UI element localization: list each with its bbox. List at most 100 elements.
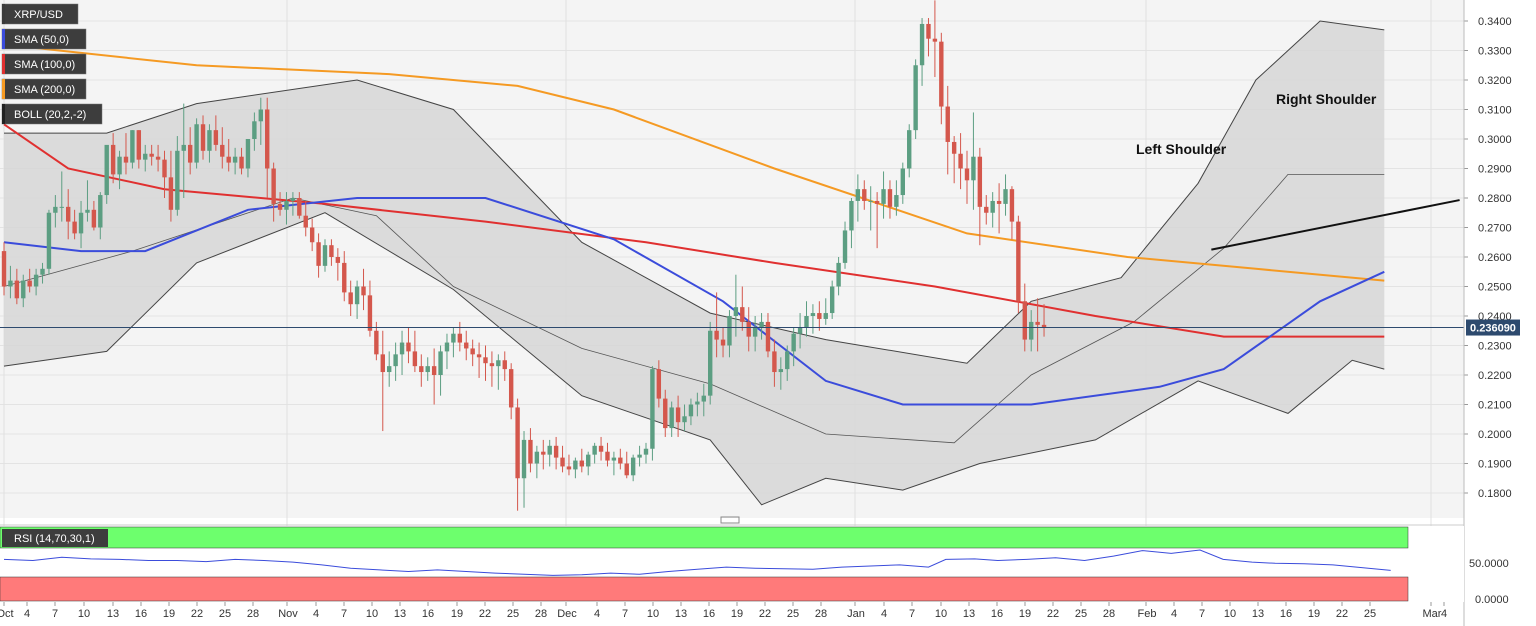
bollinger-middle-line [3, 173, 1385, 444]
candle-body [265, 109, 270, 169]
candle-body [624, 463, 629, 476]
bollinger-upper-line [4, 20, 1385, 364]
candle-body [977, 156, 983, 207]
date-tick-label: 16 [422, 608, 434, 620]
date-tick-label: 16 [1280, 608, 1292, 620]
date-tick-label: Nov [278, 608, 298, 620]
candle-body [919, 23, 925, 66]
price-tick-label: 0.1900 [1478, 459, 1512, 471]
candle-body [72, 221, 77, 234]
candle-body [40, 268, 45, 275]
candle-body [534, 451, 540, 464]
candle-body [598, 445, 604, 452]
candle-body [675, 407, 681, 423]
candle-body [425, 366, 430, 373]
date-tick-label: 22 [191, 608, 203, 620]
current-price-tag [1466, 319, 1520, 336]
candle-body [303, 215, 308, 228]
candle-body [714, 330, 719, 340]
candle-body [656, 369, 662, 399]
date-tick-label: 7 [1199, 608, 1205, 620]
candle-body [175, 150, 180, 210]
date-tick-label: 4 [881, 608, 887, 620]
candle-body [996, 200, 1002, 204]
candle-body [765, 321, 771, 352]
candle-body [284, 200, 289, 210]
price-tick-label: 0.1800 [1478, 488, 1512, 500]
candle-body [489, 363, 495, 367]
candle-body [907, 130, 912, 169]
rsi-oversold-zone [0, 576, 1409, 602]
legend[interactable]: XRP/USD SMA (50,0) SMA (100,0) SMA (200,0) B… [1, 3, 103, 125]
candle-body [258, 109, 263, 122]
candle-body [335, 257, 341, 263]
candle-body [277, 203, 283, 210]
price-tick-label: 0.2100 [1478, 400, 1512, 412]
candle-body [245, 139, 251, 169]
legend-color-swatch [2, 4, 5, 24]
candle-body [91, 209, 97, 228]
candle-body [297, 198, 302, 216]
date-tick-label: 28 [535, 608, 547, 620]
date-tick-label: 28 [815, 608, 827, 620]
candle-body [682, 416, 687, 423]
date-tick-label: 4 [1171, 608, 1177, 620]
date-tick-label: 10 [1224, 608, 1236, 620]
candle-body [842, 230, 848, 263]
date-tick-label: 4 [594, 608, 600, 620]
price-axis: 0.3400 0.3300 0.3200 0.3100 0.3000 0.2900 0.28… [1463, 0, 1520, 626]
candle-body [521, 439, 527, 479]
price-tick-label: 0.2500 [1478, 282, 1512, 294]
candle-body [53, 206, 58, 213]
candle-body [759, 321, 764, 328]
price-tick-label: 0.2900 [1478, 164, 1512, 176]
candle-body [21, 280, 26, 299]
candle-body [207, 130, 212, 151]
candle-body [470, 348, 475, 355]
candle-body [669, 407, 674, 429]
candle-body [329, 245, 334, 257]
panel-splitter-handle[interactable] [720, 516, 740, 524]
candle-body [1029, 321, 1034, 340]
rsi-tick-label: 0.0000 [1475, 594, 1509, 606]
date-tick-label: 19 [1019, 608, 1031, 620]
candle-body [1003, 189, 1008, 204]
date-tick-label: 22 [759, 608, 771, 620]
price-tick-label: 0.2300 [1478, 341, 1512, 353]
candle-body [181, 144, 186, 151]
candle-body [932, 38, 938, 42]
candle-body [945, 106, 950, 142]
candle-body [541, 451, 546, 455]
date-tick-label: 19 [731, 608, 743, 620]
date-axis: Oct 4 7 10 13 16 19 22 25 28 Nov 4 7 10 13 16 19 22 25 28 De… [0, 602, 1447, 620]
candle-body [252, 121, 257, 139]
candle-body [637, 454, 642, 458]
candle-body [476, 354, 482, 358]
date-tick-label: 7 [52, 608, 58, 620]
date-tick-label: 19 [451, 608, 463, 620]
candle-body [380, 354, 385, 373]
candle-body [810, 313, 816, 316]
price-tick-label: 0.2800 [1478, 193, 1512, 205]
candle-body [393, 354, 398, 367]
candle-body [727, 316, 732, 346]
candle-body [573, 460, 578, 470]
candle-body [566, 466, 572, 470]
candle-body [130, 130, 135, 163]
candle-body [611, 457, 617, 461]
price-tick-label: 0.3200 [1478, 75, 1512, 87]
date-tick-label: 25 [219, 608, 231, 620]
candle-body [701, 395, 706, 402]
rsi-tick-label: 50.0000 [1469, 558, 1509, 570]
candle-body [913, 65, 918, 131]
candle-body [868, 200, 873, 202]
candle-body [213, 130, 219, 145]
date-tick-label: 4 [313, 608, 319, 620]
date-tick-label: 16 [703, 608, 715, 620]
candle-body [168, 177, 174, 210]
price-tick-label: 0.3100 [1478, 105, 1512, 117]
bollinger-fill [4, 21, 1385, 505]
candle-body [720, 339, 726, 346]
candle-body [817, 313, 822, 319]
candle-body [939, 41, 944, 107]
